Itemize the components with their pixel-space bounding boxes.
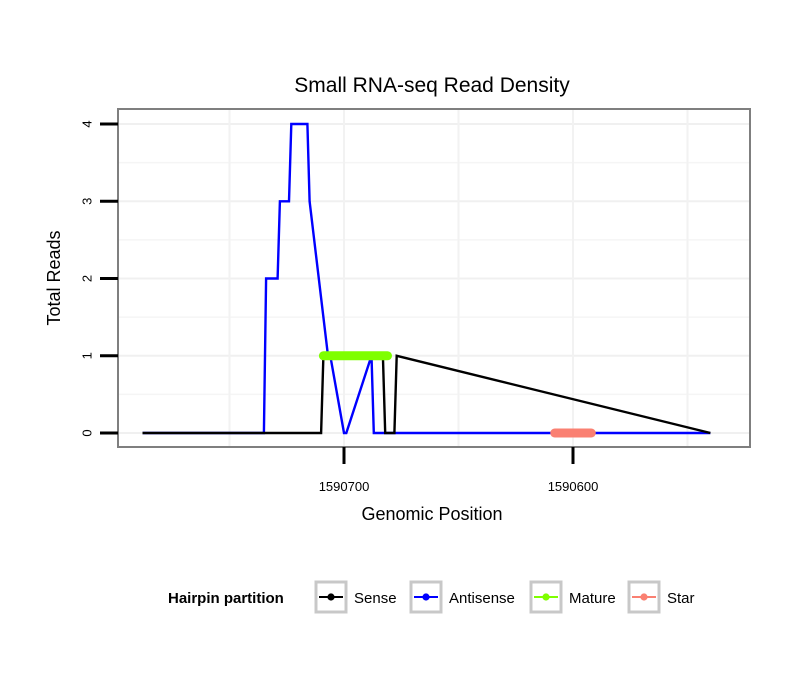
y-tick-label: 4 [80, 120, 95, 127]
series-line-sense [142, 354, 711, 435]
legend: Hairpin partition Sense Antisense Mature St… [168, 580, 695, 614]
y-axis-label: Total Reads [44, 230, 64, 325]
legend-label: Sense [354, 590, 397, 607]
y-tick-label: 0 [80, 429, 95, 436]
legend-label: Antisense [449, 590, 515, 607]
y-axis: 0 1 2 3 4 [80, 120, 118, 437]
legend-item-star: Star [627, 580, 695, 614]
legend-key-point [422, 593, 430, 601]
legend-item-mature: Mature [529, 580, 616, 614]
x-tick-label: 1590600 [548, 479, 599, 494]
x-axis-label: Genomic Position [361, 504, 502, 524]
legend-key-point [542, 593, 550, 601]
y-tick-label: 2 [80, 275, 95, 282]
legend-key-point [640, 593, 648, 601]
y-tick-label: 1 [80, 352, 95, 359]
legend-title: Hairpin partition [168, 590, 284, 607]
legend-label: Star [667, 590, 695, 607]
series-line-antisense [142, 122, 711, 435]
grid [118, 109, 750, 447]
legend-label: Mature [569, 590, 616, 607]
x-tick-label: 1590700 [319, 479, 370, 494]
legend-item-sense: Sense [314, 580, 397, 614]
legend-item-antisense: Antisense [409, 580, 515, 614]
series-layer [142, 122, 711, 438]
x-axis: 1590700 1590600 [319, 447, 599, 494]
legend-key-point [327, 593, 335, 601]
chart-title: Small RNA-seq Read Density [294, 74, 570, 97]
y-tick-label: 3 [80, 198, 95, 205]
